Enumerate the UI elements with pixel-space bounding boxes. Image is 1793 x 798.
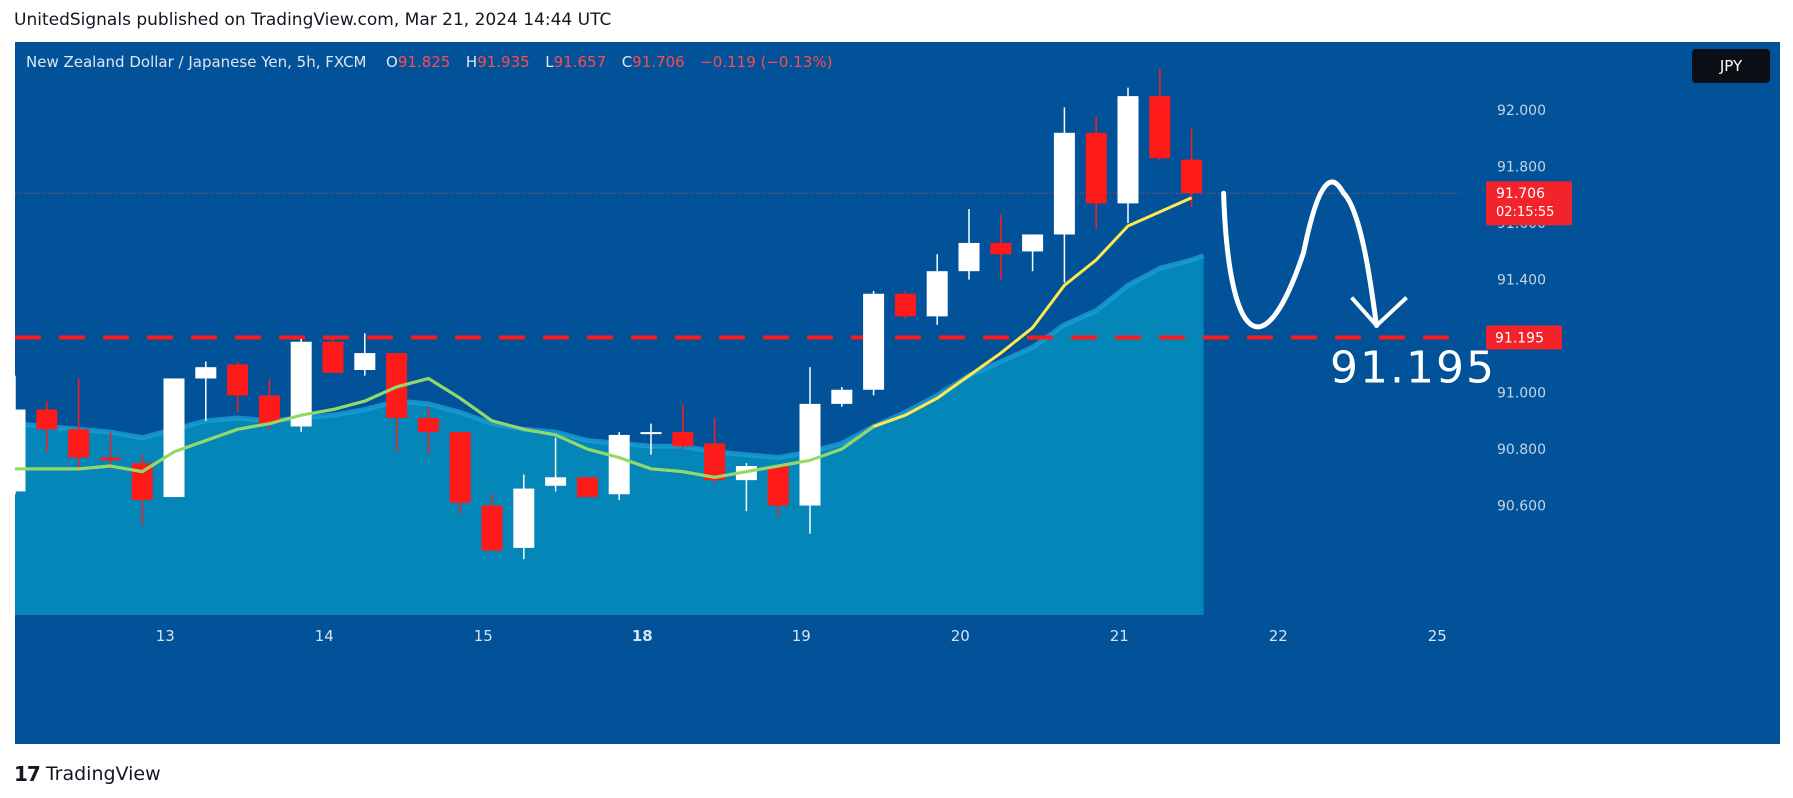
price-axis[interactable] [1460,42,1780,744]
level-price-label: 91.195 [1495,331,1544,347]
close-label: C [621,53,633,71]
time-tick-label: 14 [315,627,334,645]
price-tick-label: 90.600 [1497,499,1546,515]
candle-bullish[interactable] [958,242,980,272]
time-tick-label: 18 [632,627,653,645]
candle-bearish[interactable] [99,457,121,461]
candle-bullish[interactable] [354,353,376,370]
candle-bullish[interactable] [15,409,26,492]
current-price-badge[interactable] [1486,181,1572,226]
candle-bullish[interactable] [831,389,853,404]
high-value: 91.935 [477,53,530,71]
projection-path[interactable] [1221,179,1380,330]
candle-bullish[interactable] [1117,96,1139,204]
candle-bullish[interactable] [640,432,662,435]
tradingview-logo-icon: 17 [14,762,41,786]
publisher-header: UnitedSignals published on TradingView.c… [14,10,612,30]
candle-bearish[interactable] [449,432,471,503]
candle-bearish[interactable] [672,432,694,447]
candle-bullish[interactable] [1053,132,1075,235]
level-price-badge[interactable] [1486,325,1562,350]
price-tick-label: 92.000 [1497,103,1546,119]
candle-bearish[interactable] [322,341,344,373]
candle-bearish[interactable] [68,429,90,458]
time-tick-label: 19 [792,627,811,645]
time-axis[interactable] [15,615,1460,744]
candle-bearish[interactable] [894,293,916,317]
ema-slow-area [15,255,1204,615]
tradingview-logo[interactable]: 17 TradingView [14,762,161,786]
high-label: H [465,53,478,71]
candle-bullish[interactable] [799,403,821,506]
candle-bearish[interactable] [1181,159,1203,194]
low-value: 91.657 [553,53,607,71]
currency-button[interactable]: JPY [1692,49,1770,83]
tradingview-logo-text: TradingView [45,763,161,785]
candle-bearish[interactable] [36,409,58,430]
candle-bullish[interactable] [926,271,948,317]
candle-bullish[interactable] [290,341,312,427]
time-tick-label: 21 [1110,627,1129,645]
bar-countdown-label: 02:15:55 [1496,205,1554,220]
candle-bearish[interactable] [1149,96,1171,159]
candle-bullish[interactable] [608,434,630,495]
candle-bullish[interactable] [545,477,567,486]
time-tick-label: 20 [951,627,970,645]
candle-bearish[interactable] [1085,132,1107,204]
candle-bearish[interactable] [990,242,1012,255]
change-value: −0.119 (−0.13%) [700,53,833,71]
candle-bearish[interactable] [227,364,249,396]
candle-bullish[interactable] [513,488,535,548]
candle-bullish[interactable] [1022,234,1044,252]
time-tick-label: 22 [1269,627,1288,645]
open-label: O [386,53,398,71]
low-label: L [545,53,554,71]
candle-bearish[interactable] [767,466,789,506]
candle-bearish[interactable] [417,418,439,433]
projection-arrow-icon [1350,296,1408,328]
open-value: 91.825 [397,53,451,71]
price-tick-label: 91.800 [1497,160,1546,176]
candle-bearish[interactable] [576,477,598,498]
time-tick-label: 25 [1428,627,1447,645]
price-tick-label: 90.800 [1497,442,1546,458]
time-tick-label: 13 [156,627,175,645]
ema-fast-line-lower [15,376,875,479]
symbol-legend: New Zealand Dollar / Japanese Yen, 5h, F… [26,53,832,71]
price-chart[interactable]: 91.19592.00091.80091.60091.40091.00090.8… [15,42,1780,744]
candle-bearish[interactable] [258,395,280,424]
price-tick-label: 91.400 [1497,273,1546,289]
close-value: 91.706 [632,53,685,71]
candle-bullish[interactable] [163,378,185,498]
candle-bearish[interactable] [481,505,503,551]
level-annotation: 91.195 [1330,343,1496,394]
candle-bearish[interactable] [131,463,153,500]
chart-panel[interactable]: 91.19592.00091.80091.60091.40091.00090.8… [15,42,1780,744]
price-tick-label: 91.000 [1497,386,1546,402]
symbol-name: New Zealand Dollar / Japanese Yen, 5h, F… [26,53,367,71]
candle-bearish[interactable] [704,443,726,481]
time-tick-label: 15 [474,627,493,645]
candle-bullish[interactable] [863,293,885,390]
current-price-label: 91.706 [1496,186,1545,202]
candle-bullish[interactable] [195,367,217,379]
